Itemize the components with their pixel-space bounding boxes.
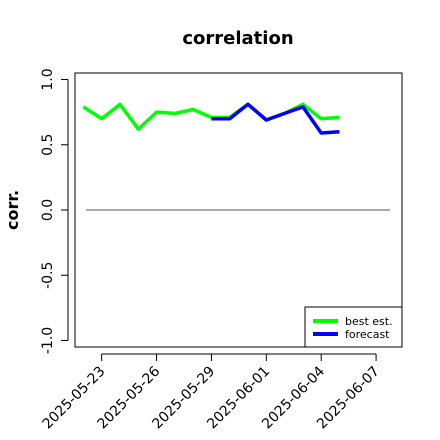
y-tick-label: 0.5 [40,134,56,156]
y-axis-label: corr. [3,190,22,230]
y-tick-label: 0.0 [40,199,56,221]
x-axis: 2025-05-232025-05-262025-05-292025-06-01… [40,353,383,432]
y-axis: -1.0 -0.5 0.0 0.5 1.0 [40,68,69,354]
y-tick-label: 1.0 [40,68,56,90]
y-tick-label: -1.0 [40,327,56,354]
legend-box [304,306,403,348]
chart-title: correlation [182,28,293,49]
legend-label-forecast: forecast [345,328,390,341]
plot-frame [74,72,403,348]
legend: best est. forecast [304,306,403,348]
legend-label-best-est: best est. [345,315,393,328]
y-tick-label: -0.5 [40,262,56,289]
series-line-forecast [211,102,340,135]
series-lines [82,102,340,135]
